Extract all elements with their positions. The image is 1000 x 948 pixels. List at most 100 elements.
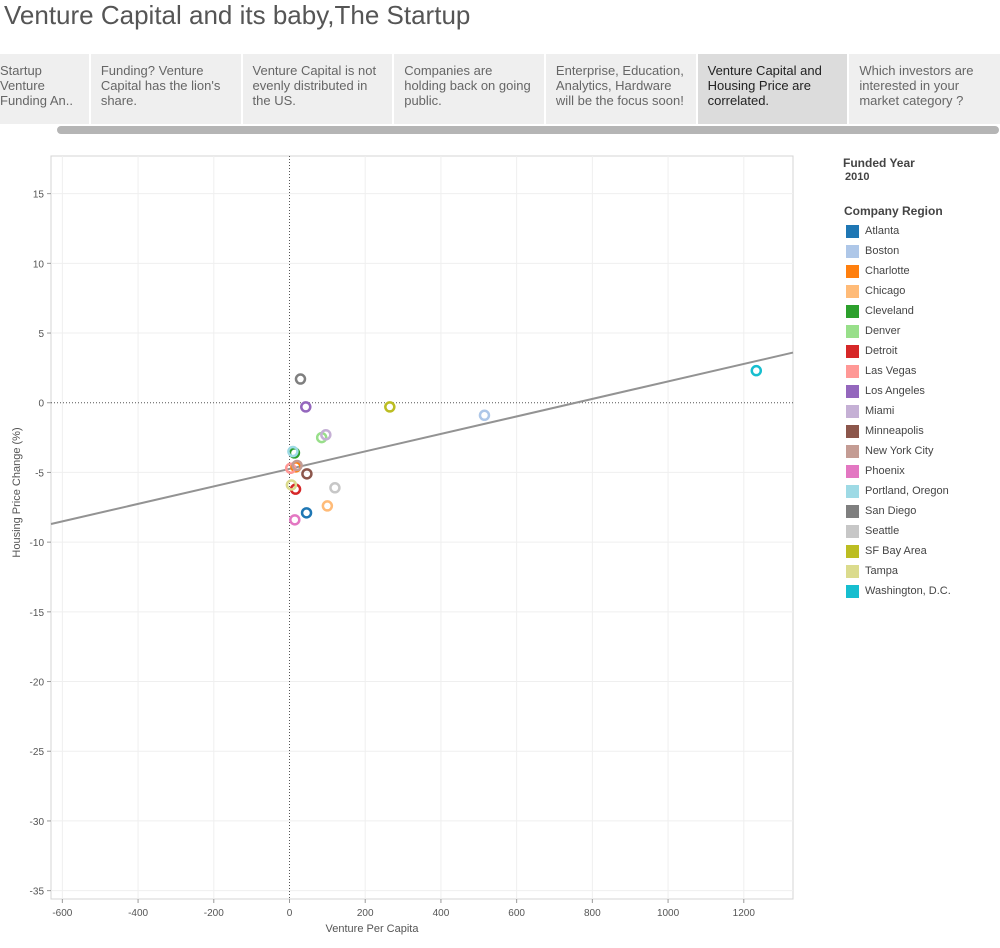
legend-swatch [846,524,859,538]
y-tick-label: -30 [30,817,45,828]
x-tick-label: 200 [357,908,374,919]
legend-label: SF Bay Area [865,545,927,557]
x-tick-label: 800 [584,908,601,919]
scatter-chart: -600 -400 -200 0 200 400 600 800 1000 1200 15 10 5 0 -… [11,155,794,935]
story-tabs: Startup Venture Funding An.. Funding? Ve… [0,54,1000,124]
legend-label: Chicago [865,285,906,297]
legend-swatch [846,584,859,598]
legend-label: San Diego [865,505,917,517]
legend-item-denver[interactable]: Denver [846,321,1000,341]
legend-item-los-angeles[interactable]: Los Angeles [846,381,1000,401]
legend-swatch [846,404,859,418]
trend-line[interactable] [50,351,794,525]
legend-item-phoenix[interactable]: Phoenix [846,461,1000,481]
y-tick-label: 5 [38,329,44,340]
data-point-boston[interactable]: Boston [478,409,491,422]
legend-label: Denver [865,325,901,337]
data-point-chicago[interactable]: Chicago [321,500,334,512]
legend-label: Tampa [865,565,899,577]
tab-venture-capital-distribution[interactable]: Venture Capital is not evenly distribute… [242,54,393,124]
legend-swatch [846,264,859,278]
legend-item-las-vegas[interactable]: Las Vegas [846,361,1000,381]
data-point-san-diego[interactable]: San Diego [294,373,307,385]
data-point-portland-oregon[interactable]: Portland, Oregon [287,445,299,458]
data-point-washington-d-c[interactable]: Washington, D.C. [750,364,763,377]
legend-item-atlanta[interactable]: Atlanta [846,221,1000,241]
legend-item-charlotte[interactable]: Charlotte [846,261,1000,281]
y-tick-label: 0 [38,399,44,410]
tab-investors-market-category[interactable]: Which investors are interested in your m… [849,54,1000,124]
legend-year-value[interactable]: 2010 [845,171,870,183]
legend-item-tampa[interactable]: Tampa [846,561,1000,581]
legend-label: New York City [865,445,934,457]
legend-label: Las Vegas [865,365,917,377]
tabs-scrollbar[interactable] [57,126,999,134]
legend-label: Charlotte [865,265,910,277]
legend-item-seattle[interactable]: Seattle [846,521,1000,541]
x-tick-label: -400 [128,908,148,919]
data-point-las-vegas[interactable]: Las Vegas [284,462,297,475]
legend-swatch [846,544,859,558]
legend-swatch [846,384,859,398]
data-point-minneapolis[interactable]: Minneapolis [301,468,313,480]
data-point-tampa[interactable]: Tampa [285,479,298,491]
x-axis-label: Venture Per Capita [326,923,420,935]
legend-item-cleveland[interactable]: Cleveland [846,301,1000,321]
legend-swatch [846,424,859,438]
y-tick-label: -10 [30,538,45,549]
legend-swatch [846,244,859,258]
legend-item-detroit[interactable]: Detroit [846,341,1000,361]
legend-swatch [846,484,859,498]
tab-funding-venture-capital[interactable]: Funding? Venture Capital has the lion's … [90,54,241,124]
legend-swatch [846,224,859,238]
legend-year-title: Funded Year [843,156,915,170]
legend-swatch [846,304,859,318]
x-tick-label: 0 [287,908,293,919]
x-tick-label: 1000 [657,908,680,919]
x-tick-label: 600 [508,908,525,919]
data-point-los-angeles[interactable]: Los Angeles [300,401,312,413]
legend-item-miami[interactable]: Miami [846,401,1000,421]
legend-panel: Funded Year 2010 Company Region Atlanta B… [843,156,1000,601]
legend-item-portland-oregon[interactable]: Portland, Oregon [846,481,1000,501]
y-tick-label: 15 [33,190,45,201]
legend-swatch [846,504,859,518]
data-point-atlanta[interactable]: Atlanta [300,507,313,519]
legend-item-minneapolis[interactable]: Minneapolis [846,421,1000,441]
legend-swatch [846,284,859,298]
legend-label: Phoenix [865,465,905,477]
y-tick-label: -25 [30,747,45,758]
legend-item-new-york-city[interactable]: New York City [846,441,1000,461]
data-point-new-york-city[interactable]: New York City [291,459,303,472]
tab-companies-going-public[interactable]: Companies are holding back on going publ… [394,54,544,124]
tab-venture-housing-correlation[interactable]: Venture Capital and Housing Price are co… [697,54,848,124]
legend-label: Los Angeles [865,385,925,397]
legend-swatch [846,444,859,458]
legend-swatch [846,324,859,338]
data-point-miami[interactable]: Miami [320,429,332,441]
legend-label: Washington, D.C. [865,585,951,597]
legend-label: Portland, Oregon [865,485,949,497]
story-title: Venture Capital and its baby,The Startup [4,0,471,30]
legend-label: Cleveland [865,305,914,317]
x-tick-label: 1200 [733,908,756,919]
y-tick-label: -15 [30,608,45,619]
tab-startup-venture-funding[interactable]: Startup Venture Funding An.. [0,54,89,124]
legend-swatch [846,344,859,358]
data-point-phoenix[interactable]: Phoenix [289,514,301,526]
legend-item-san-diego[interactable]: San Diego [846,501,1000,521]
data-point-sf-bay-area[interactable]: SF Bay Area [384,401,396,413]
legend-item-chicago[interactable]: Chicago [846,281,1000,301]
legend-item-boston[interactable]: Boston [846,241,1000,261]
legend-label: Miami [865,405,895,417]
tab-enterprise-focus[interactable]: Enterprise, Education, Analytics, Hardwa… [545,54,696,124]
legend-item-sf-bay-area[interactable]: SF Bay Area [846,541,1000,561]
data-point-seattle[interactable]: Seattle [329,482,341,494]
legend-label: Atlanta [865,225,900,237]
legend-swatch [846,364,859,378]
plot-area [50,155,794,900]
y-axis-label: Housing Price Change (%) [11,427,23,557]
legend-label: Minneapolis [865,425,924,437]
y-tick-label: 10 [33,259,45,270]
legend-item-washington-d-c[interactable]: Washington, D.C. [846,581,1000,601]
